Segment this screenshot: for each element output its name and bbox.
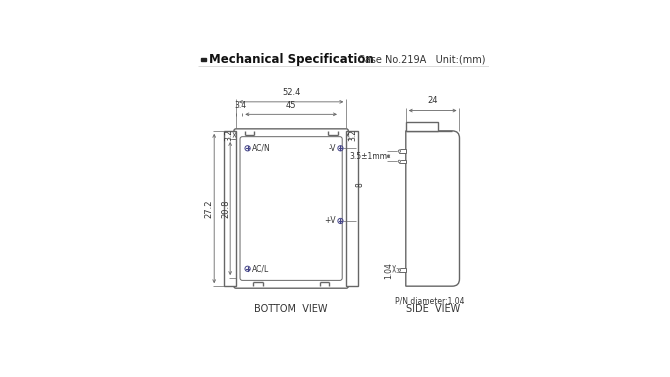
- Circle shape: [398, 160, 401, 162]
- Bar: [399, 159, 406, 163]
- Text: Mechanical Specification: Mechanical Specification: [208, 53, 373, 66]
- Text: SIDE  VIEW: SIDE VIEW: [405, 304, 460, 314]
- Text: 1.04: 1.04: [384, 262, 393, 279]
- Text: 8: 8: [356, 182, 364, 187]
- Text: 3.5±1mm: 3.5±1mm: [349, 152, 387, 161]
- Text: -V: -V: [328, 144, 336, 153]
- Text: AC/N: AC/N: [252, 144, 271, 153]
- Bar: [406, 122, 438, 131]
- Text: +V: +V: [324, 216, 336, 225]
- Text: 3.2: 3.2: [225, 129, 234, 141]
- Bar: [201, 58, 206, 61]
- Text: 52.4: 52.4: [282, 87, 300, 97]
- Bar: [224, 131, 236, 286]
- Text: AC/L: AC/L: [252, 264, 269, 273]
- Text: 24: 24: [427, 97, 438, 105]
- Text: 3.4: 3.4: [234, 101, 246, 110]
- Circle shape: [398, 150, 401, 152]
- Text: Case No.219A   Unit:(mm): Case No.219A Unit:(mm): [358, 55, 486, 65]
- Text: BOTTOM  VIEW: BOTTOM VIEW: [255, 304, 328, 314]
- Text: P/N diameter:1.04: P/N diameter:1.04: [395, 296, 465, 305]
- PathPatch shape: [406, 131, 460, 286]
- Text: 45: 45: [286, 101, 296, 110]
- Text: 3.2: 3.2: [348, 129, 358, 141]
- Bar: [399, 268, 406, 272]
- Bar: [399, 149, 406, 153]
- Circle shape: [398, 269, 401, 271]
- FancyBboxPatch shape: [234, 129, 348, 288]
- Text: 27.2: 27.2: [204, 199, 214, 218]
- Bar: [346, 131, 358, 286]
- Text: 20.8: 20.8: [221, 199, 230, 218]
